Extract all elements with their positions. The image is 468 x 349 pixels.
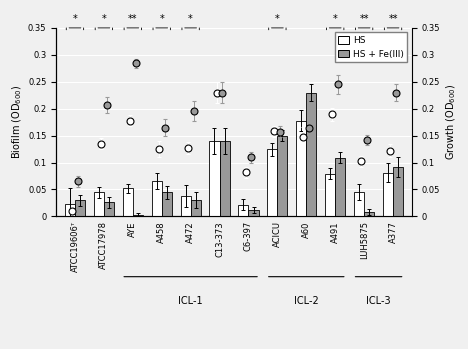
Bar: [190, 200, 201, 216]
Bar: [393, 167, 403, 216]
Text: **: **: [359, 14, 369, 24]
Bar: [94, 192, 104, 216]
Text: **: **: [128, 14, 138, 24]
Bar: [238, 205, 249, 216]
Bar: [364, 212, 374, 216]
Y-axis label: Growth (OD$_{600}$): Growth (OD$_{600}$): [444, 84, 458, 160]
Bar: [296, 120, 306, 216]
Bar: [104, 202, 114, 216]
Bar: [162, 192, 172, 216]
Bar: [354, 192, 364, 216]
Bar: [75, 200, 85, 216]
Y-axis label: Biofilm (OD$_{600}$): Biofilm (OD$_{600}$): [10, 85, 24, 159]
Text: *: *: [275, 14, 280, 24]
Text: *: *: [333, 14, 337, 24]
Text: ICL-2: ICL-2: [294, 296, 319, 305]
Bar: [325, 174, 335, 216]
Text: *: *: [188, 14, 193, 24]
Bar: [123, 188, 133, 216]
Bar: [219, 141, 230, 216]
Bar: [335, 158, 345, 216]
Text: *: *: [73, 14, 77, 24]
Bar: [152, 181, 162, 216]
Bar: [249, 210, 259, 216]
Bar: [181, 196, 190, 216]
Bar: [306, 92, 316, 216]
Text: ICL-1: ICL-1: [178, 296, 203, 305]
Bar: [267, 149, 278, 216]
Bar: [133, 215, 143, 216]
Bar: [65, 204, 75, 216]
Legend: HS, HS + Fe(III): HS, HS + Fe(III): [335, 32, 407, 62]
Text: *: *: [159, 14, 164, 24]
Bar: [383, 173, 393, 216]
Text: *: *: [102, 14, 106, 24]
Text: **: **: [388, 14, 398, 24]
Bar: [278, 136, 287, 216]
Bar: [209, 141, 219, 216]
Text: ICL-3: ICL-3: [366, 296, 391, 305]
